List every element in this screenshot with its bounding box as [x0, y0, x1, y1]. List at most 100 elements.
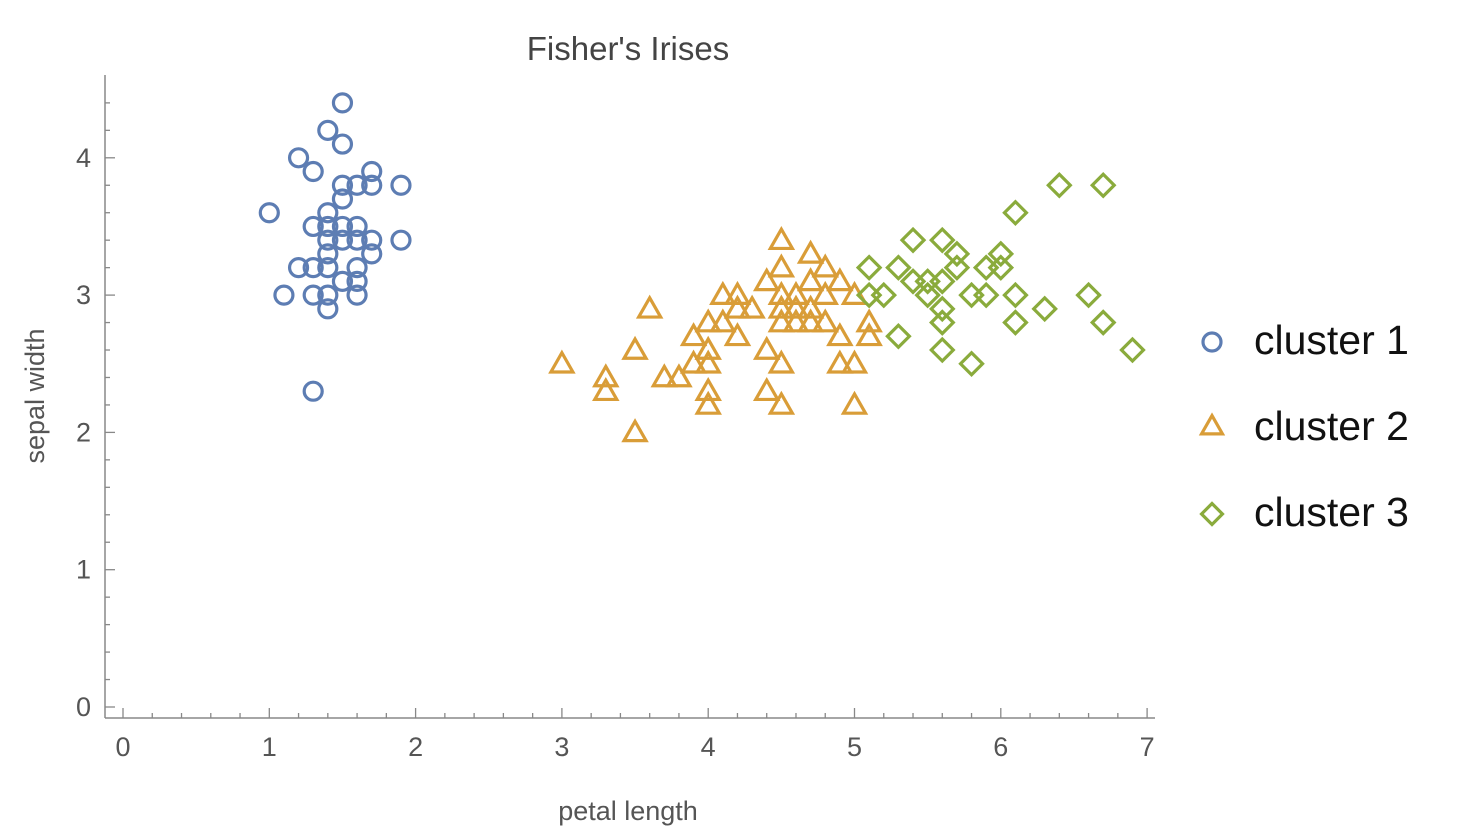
y-axis-label: sepal width — [20, 328, 50, 463]
data-point — [752, 335, 781, 360]
data-point — [767, 294, 796, 319]
data-point — [1002, 199, 1029, 226]
data-point — [1031, 295, 1058, 323]
data-point — [826, 267, 854, 292]
data-point — [346, 257, 368, 279]
data-points — [258, 92, 1146, 443]
data-point — [885, 254, 912, 281]
data-point — [709, 308, 737, 333]
data-point — [958, 350, 985, 378]
data-point — [273, 284, 295, 306]
data-point — [346, 229, 368, 251]
axes: 0 1 2 3 4 5 6 7 0 1 2 3 4 — [76, 75, 1155, 762]
data-point — [738, 294, 766, 319]
legend-label: cluster 1 — [1254, 317, 1409, 363]
x-axis-label: petal length — [558, 796, 698, 826]
data-point — [782, 308, 810, 333]
data-point — [855, 322, 883, 347]
data-point — [855, 254, 883, 281]
data-point — [870, 281, 898, 309]
data-point — [361, 243, 383, 265]
data-point — [694, 390, 722, 415]
data-point — [635, 294, 664, 319]
data-point — [346, 270, 368, 292]
data-point — [796, 267, 825, 292]
legend-label: cluster 3 — [1254, 489, 1409, 535]
data-point — [361, 174, 383, 196]
data-point — [943, 240, 971, 268]
data-point — [929, 226, 956, 254]
diamond-marker-icon — [1199, 501, 1225, 527]
y-tick-label: 1 — [76, 555, 91, 585]
data-point — [679, 322, 708, 347]
legend-item-1: cluster 1 — [1201, 317, 1409, 363]
data-point — [1046, 171, 1073, 199]
data-point — [331, 188, 354, 210]
data-point — [287, 147, 310, 169]
data-point — [840, 349, 869, 374]
x-tick-label: 5 — [847, 732, 862, 762]
triangle-marker-icon — [1198, 412, 1226, 436]
data-point — [331, 215, 354, 238]
data-point — [331, 270, 354, 292]
data-point — [855, 308, 883, 333]
x-tick-label: 4 — [701, 732, 716, 762]
data-point — [796, 294, 825, 319]
data-point — [317, 229, 339, 251]
data-point — [665, 363, 693, 388]
data-point — [694, 308, 722, 333]
data-point — [914, 268, 941, 295]
data-point — [811, 253, 839, 278]
y-tick-label: 3 — [76, 280, 91, 310]
data-point — [346, 284, 368, 306]
data-point — [929, 295, 956, 323]
x-tick-label: 6 — [993, 732, 1008, 762]
data-point — [826, 349, 854, 374]
data-point — [709, 280, 737, 305]
data-point — [317, 298, 339, 320]
data-point — [694, 376, 722, 402]
data-point — [929, 268, 956, 295]
data-point — [723, 280, 752, 305]
data-point — [317, 215, 339, 238]
data-point — [767, 225, 796, 251]
data-point — [361, 229, 383, 251]
data-point — [1002, 309, 1029, 336]
data-point — [390, 229, 412, 251]
data-point — [767, 349, 796, 374]
chart-title: Fisher's Irises — [527, 30, 730, 67]
data-point — [987, 240, 1015, 268]
data-point — [782, 280, 810, 305]
data-point — [317, 284, 339, 306]
data-point — [694, 349, 722, 374]
x-tick-label: 0 — [115, 732, 130, 762]
data-point — [796, 308, 825, 333]
data-point — [331, 133, 354, 155]
data-point — [885, 323, 912, 350]
data-point — [958, 281, 985, 309]
data-point — [1002, 281, 1029, 309]
circle-marker-icon — [1201, 331, 1223, 353]
data-point — [390, 174, 412, 196]
data-point — [361, 160, 383, 183]
data-point — [987, 254, 1015, 281]
data-point — [840, 390, 869, 415]
data-point — [767, 390, 796, 415]
legend: cluster 1 cluster 2 cluster 3 — [1198, 317, 1409, 535]
data-point — [1089, 309, 1117, 336]
data-point — [929, 336, 956, 364]
data-point — [302, 215, 324, 238]
data-point — [346, 174, 368, 196]
data-point — [767, 253, 796, 278]
data-point — [914, 281, 941, 309]
data-point — [331, 92, 354, 114]
legend-item-3: cluster 3 — [1199, 489, 1409, 535]
legend-item-2: cluster 2 — [1198, 403, 1409, 449]
x-tick-label: 3 — [554, 732, 569, 762]
x-tick-label: 1 — [262, 732, 277, 762]
data-point — [302, 160, 324, 183]
data-point — [650, 363, 679, 388]
data-point — [694, 335, 722, 360]
data-point — [826, 322, 854, 347]
